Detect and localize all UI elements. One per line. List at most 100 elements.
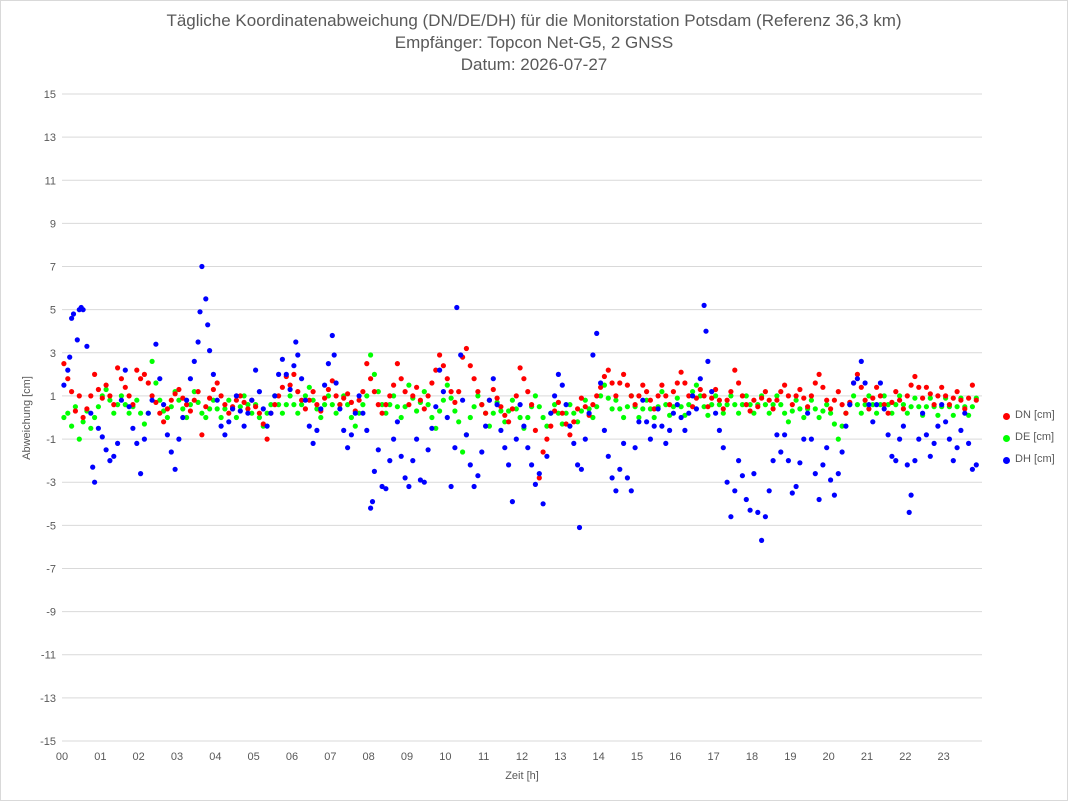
data-point (874, 410, 880, 416)
data-point (276, 371, 282, 377)
data-point (789, 490, 795, 496)
data-point (226, 410, 232, 416)
data-point (540, 501, 546, 507)
data-point (532, 393, 539, 399)
data-point (205, 322, 211, 328)
data-point (318, 406, 324, 412)
data-point (563, 402, 569, 408)
data-point (203, 404, 209, 410)
data-point (594, 404, 600, 410)
data-point (555, 399, 562, 405)
data-point (831, 397, 838, 403)
y-tick-label: -5 (46, 520, 56, 532)
data-point (502, 419, 508, 425)
data-point (65, 367, 71, 373)
data-point (352, 423, 358, 429)
data-point (264, 410, 270, 416)
data-point (862, 397, 868, 403)
data-point (858, 358, 864, 364)
data-point (490, 376, 496, 382)
data-point (693, 382, 700, 388)
y-tick-label: 9 (50, 218, 56, 230)
data-point (90, 464, 96, 470)
data-point (299, 397, 305, 403)
y-tick-labels: 15 13 11 9 7 5 3 1 -1 -3 -5 -7 -9 -11 -13 -15 (40, 89, 56, 748)
data-point (536, 471, 542, 477)
data-point (828, 477, 834, 483)
data-point (429, 425, 435, 431)
data-point (858, 384, 864, 390)
data-point (410, 393, 416, 399)
data-point (509, 406, 515, 412)
data-point (862, 402, 868, 408)
legend-label-dn: DN [cm] (1015, 409, 1055, 421)
data-point (831, 492, 838, 498)
data-point (479, 402, 485, 408)
data-point (184, 397, 190, 403)
data-point (65, 410, 71, 416)
data-point (249, 397, 255, 403)
data-point (686, 410, 692, 416)
data-point (454, 304, 460, 311)
data-point (858, 410, 864, 416)
data-point (287, 382, 293, 388)
data-point (383, 486, 389, 492)
data-point (360, 389, 366, 395)
data-point (406, 382, 412, 388)
data-point (237, 408, 243, 414)
data-point (766, 397, 772, 403)
data-point (348, 414, 354, 421)
legend-label-de: DE [cm] (1015, 431, 1055, 443)
data-point (325, 393, 331, 399)
data-point (322, 382, 328, 388)
data-point (322, 395, 328, 401)
data-point (816, 496, 822, 503)
data-point (279, 356, 285, 362)
data-point (751, 397, 757, 403)
data-point (364, 427, 370, 433)
data-point (674, 402, 680, 408)
data-point (705, 358, 711, 364)
data-point (452, 445, 458, 451)
data-point (118, 397, 124, 403)
data-point (383, 410, 389, 416)
data-point (214, 397, 220, 403)
data-point (785, 393, 792, 399)
data-point (851, 380, 857, 386)
data-point (820, 408, 826, 414)
data-point (471, 376, 477, 382)
data-point (210, 397, 216, 403)
data-point (440, 397, 446, 403)
data-point (697, 376, 703, 382)
data-point (536, 404, 542, 410)
data-point (686, 402, 692, 408)
data-point (644, 397, 650, 403)
data-point (218, 423, 224, 429)
data-point (544, 453, 550, 459)
data-point (76, 393, 82, 399)
data-point (337, 406, 343, 412)
data-point (80, 414, 86, 421)
data-point (387, 458, 393, 464)
data-point (816, 414, 822, 421)
data-point (739, 473, 746, 479)
data-point (962, 406, 968, 412)
data-point (693, 406, 700, 412)
data-point (920, 410, 926, 416)
data-point (333, 393, 339, 399)
data-point (210, 386, 216, 393)
data-point (203, 414, 209, 421)
legend-marker-dn (1003, 413, 1010, 420)
data-point (709, 395, 715, 401)
data-point (302, 393, 308, 399)
data-point (168, 449, 174, 455)
data-point (586, 406, 592, 412)
data-point (540, 414, 546, 421)
data-point (61, 361, 67, 367)
data-point (578, 408, 585, 414)
chart-subtitle: Empfänger: Topcon Net-G5, 2 GNSS (394, 33, 674, 52)
data-point (923, 384, 930, 390)
data-point (222, 406, 228, 412)
data-point (95, 404, 101, 410)
data-point (954, 389, 960, 395)
